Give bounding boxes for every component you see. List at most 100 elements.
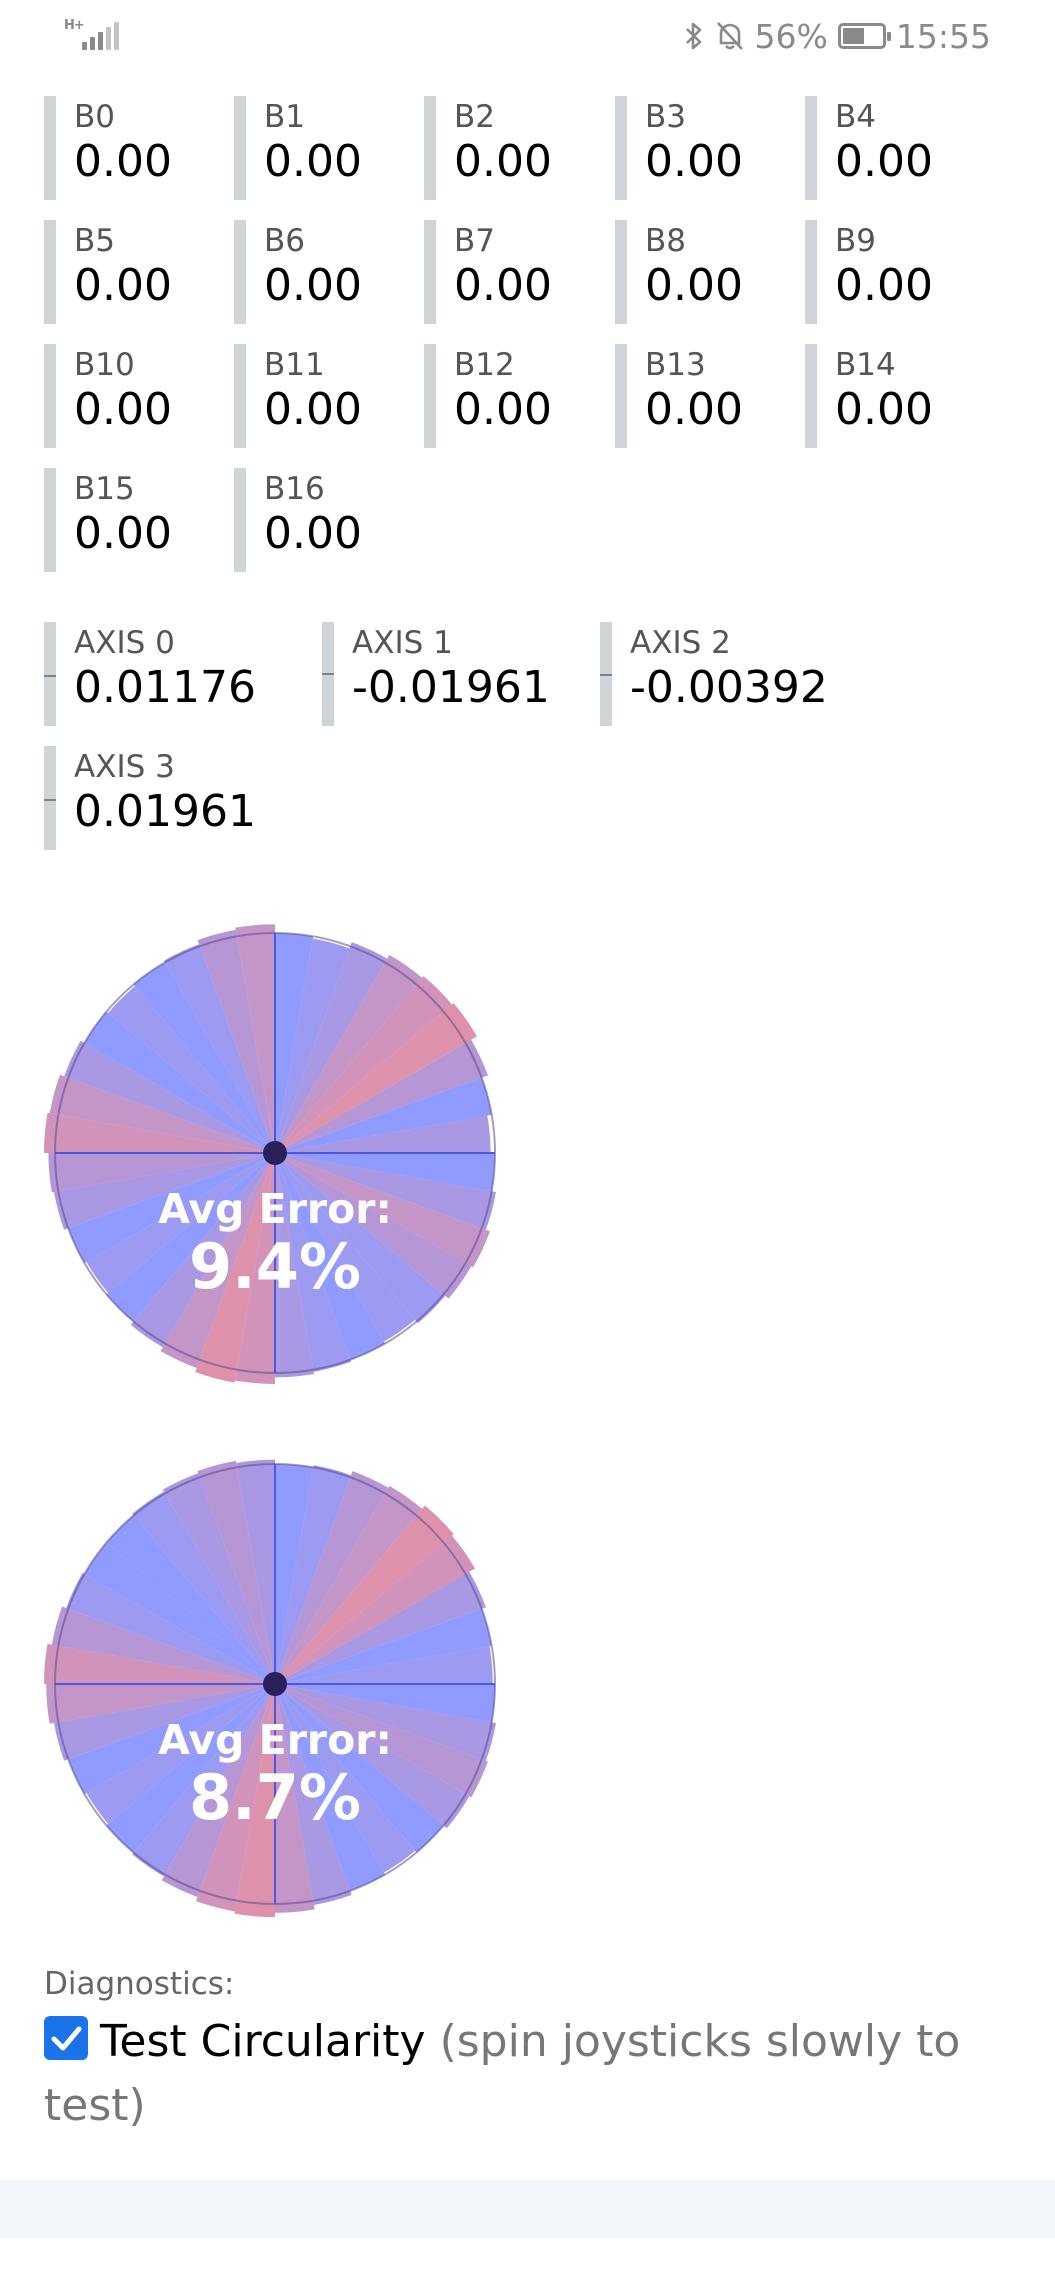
circularity-wedge	[275, 1077, 492, 1153]
test-circularity-label[interactable]: Test Circularity	[100, 2016, 426, 2067]
circularity-wedge	[275, 1684, 470, 1829]
circularity-wedge	[195, 1153, 275, 1383]
button-label: B15	[74, 471, 135, 507]
button-value: 0.00	[264, 508, 362, 559]
circularity-wedge	[275, 1153, 415, 1342]
button-tile-b0: B0 0.00	[44, 96, 224, 200]
circularity-wedge	[275, 1608, 492, 1684]
circularity-wedge	[48, 1153, 276, 1193]
button-value: 0.00	[835, 384, 933, 435]
button-tile-b1: B1 0.00	[234, 96, 414, 200]
button-tile-b11: B11 0.00	[234, 344, 414, 448]
circularity-wedge	[275, 1684, 496, 1761]
footer-band	[0, 2180, 1055, 2238]
circularity-wedge	[234, 1153, 275, 1384]
circularity-wedge	[197, 929, 275, 1153]
circularity-wedge	[108, 986, 275, 1153]
button-label: B6	[264, 223, 305, 259]
network-type: H+	[64, 18, 85, 33]
button-label: B1	[264, 99, 305, 135]
circularity-wedge	[275, 1684, 444, 1853]
circularity-wedge	[275, 1646, 493, 1684]
diagnostics-heading: Diagnostics:	[44, 1966, 235, 2002]
circularity-wedge	[275, 1153, 385, 1360]
button-value: 0.00	[835, 260, 933, 311]
circularity-wedge	[275, 1684, 385, 1891]
circularity-wedge	[46, 1684, 276, 1724]
circularity-wedge	[275, 1684, 352, 1905]
axis-meter	[322, 622, 334, 726]
circularity-wedge	[44, 1643, 275, 1684]
button-tile-b9: B9 0.00	[805, 220, 985, 324]
axis-level-marker	[44, 675, 56, 677]
button-tile-b8: B8 0.00	[615, 220, 795, 324]
test-circularity-row: Test Circularity (spin joysticks slowly …	[44, 2010, 1004, 2138]
button-label: B0	[74, 99, 115, 135]
button-tile-b12: B12 0.00	[424, 344, 604, 448]
battery-percent: 56%	[754, 16, 828, 56]
axis-meter	[44, 622, 56, 726]
axis-label: AXIS 0	[74, 625, 175, 661]
circularity-wedge	[275, 1003, 477, 1153]
button-label: B16	[264, 471, 325, 507]
button-label: B7	[454, 223, 495, 259]
circularity-wedge	[275, 1684, 495, 1723]
circularity-wedge	[275, 1465, 351, 1684]
button-value: 0.00	[74, 508, 172, 559]
stick-position-dot	[263, 1141, 287, 1165]
axis-label: AXIS 2	[630, 625, 731, 661]
circularity-wedge	[64, 1040, 275, 1153]
circularity-wedge	[275, 1153, 351, 1372]
circularity-wedge	[275, 938, 350, 1153]
circularity-wedge	[132, 1491, 275, 1684]
button-label: B11	[264, 347, 325, 383]
circularity-wedge	[197, 1460, 275, 1684]
circularity-wedge	[130, 1153, 275, 1348]
button-label: B5	[74, 223, 115, 259]
axis-meter	[44, 746, 56, 850]
circularity-wedge	[84, 1011, 275, 1153]
circularity-wedge	[234, 1684, 275, 1918]
axis-meter	[600, 622, 612, 726]
button-value: 0.00	[454, 384, 552, 435]
circularity-wedge	[106, 1515, 276, 1684]
axis-label: AXIS 1	[352, 625, 453, 661]
button-value: 0.00	[454, 260, 552, 311]
circularity-wedge	[54, 1684, 275, 1761]
circularity-wedge	[275, 1684, 488, 1798]
button-value: 0.00	[454, 136, 552, 187]
button-tile-b16: B16 0.00	[234, 468, 414, 572]
circularity-wedge	[275, 1471, 389, 1684]
clock: 15:55	[895, 16, 991, 56]
circularity-wedge	[162, 1473, 275, 1684]
test-circularity-hint: (spin joysticks slowly to test)	[44, 2016, 961, 2131]
circularity-wedge	[51, 1606, 276, 1684]
circularity-wedge	[275, 942, 388, 1153]
circularity-wedge	[275, 1485, 423, 1684]
circularity-wedge	[275, 1153, 496, 1230]
test-circularity-checkbox[interactable]	[44, 2016, 88, 2060]
circularity-wedge	[54, 1153, 275, 1230]
button-tile-b15: B15 0.00	[44, 468, 224, 572]
axis-tile-2: AXIS 2 -0.00392	[600, 622, 870, 726]
axis-value: 0.01176	[74, 662, 256, 713]
circularity-wedge	[106, 1684, 276, 1853]
circularity-wedge	[275, 1039, 488, 1153]
circularity-wedge	[275, 1153, 472, 1299]
button-value: 0.00	[264, 384, 362, 435]
circularity-wedge	[275, 976, 452, 1153]
button-label: B3	[645, 99, 686, 135]
button-tile-b6: B6 0.00	[234, 220, 414, 324]
circularity-wedge	[275, 1535, 476, 1684]
button-value: 0.00	[74, 136, 172, 187]
circularity-wedge	[86, 1153, 275, 1293]
circularity-wedge	[275, 1684, 415, 1873]
axis-level-marker	[322, 673, 334, 675]
stick-position-dot	[263, 1672, 287, 1696]
circularity-wedge	[49, 1074, 275, 1153]
button-tile-b3: B3 0.00	[615, 96, 795, 200]
circularity-wedge	[275, 1115, 491, 1153]
circularity-wedge	[275, 1464, 314, 1684]
button-label: B12	[454, 347, 515, 383]
button-value: 0.00	[264, 136, 362, 187]
